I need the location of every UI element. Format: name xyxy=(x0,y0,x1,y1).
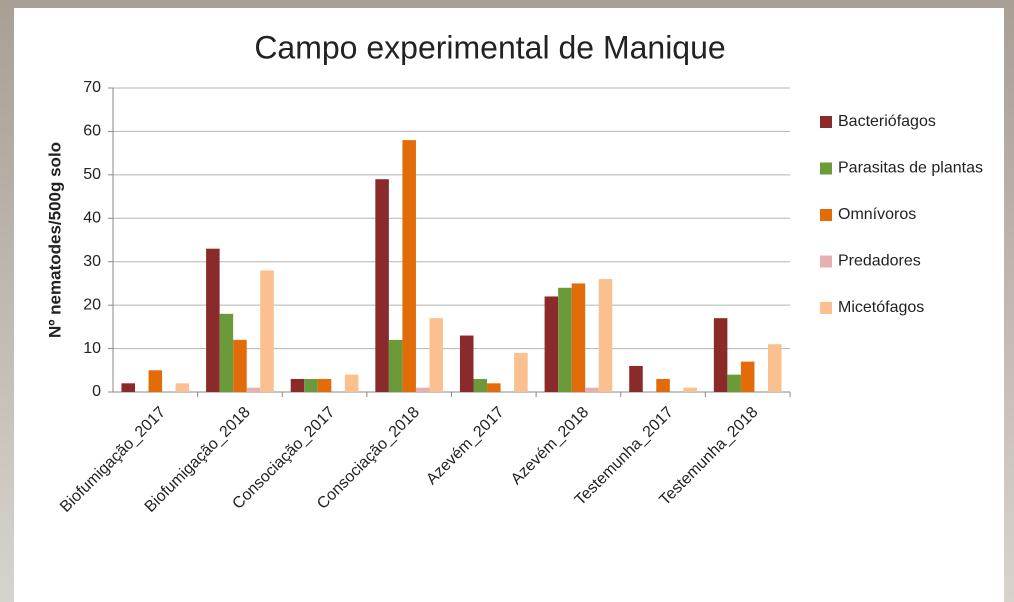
y-tick-label: 20 xyxy=(83,296,101,313)
bar xyxy=(388,339,403,392)
bar xyxy=(206,248,220,392)
y-tick-label: 70 xyxy=(83,79,101,96)
bar xyxy=(629,365,643,392)
bar xyxy=(598,279,613,392)
y-tick-label: 10 xyxy=(83,340,101,357)
legend-label: Bacteriófagos xyxy=(838,113,936,130)
legend-swatch xyxy=(820,302,832,314)
bar xyxy=(713,318,728,392)
legend-swatch xyxy=(820,162,832,175)
y-tick-label: 30 xyxy=(83,253,101,270)
bar xyxy=(683,387,697,392)
legend-swatch xyxy=(820,116,832,128)
y-tick-label: 60 xyxy=(83,123,101,140)
bar xyxy=(290,378,305,392)
bar xyxy=(219,313,234,392)
chart-title: Campo experimental de Manique xyxy=(254,29,725,65)
y-tick-label: 40 xyxy=(83,210,101,227)
bar xyxy=(304,378,318,392)
legend-label: Predadores xyxy=(838,253,921,270)
bar xyxy=(344,374,359,392)
y-tick-label: 50 xyxy=(83,166,101,183)
legend-label: Omnívoros xyxy=(838,206,916,223)
legend-swatch xyxy=(820,255,832,268)
bar xyxy=(558,287,572,392)
bar xyxy=(260,270,274,392)
y-tick-label: 0 xyxy=(92,383,101,400)
bar xyxy=(233,339,247,392)
bar xyxy=(487,383,501,392)
bar xyxy=(767,344,782,392)
bar xyxy=(317,378,332,392)
bar xyxy=(429,318,444,392)
bar xyxy=(246,387,261,392)
bar xyxy=(121,383,136,392)
bar xyxy=(415,387,430,392)
legend-label: Micetófagos xyxy=(838,299,924,316)
bar xyxy=(402,140,416,392)
bar xyxy=(514,352,528,392)
bar xyxy=(544,296,559,392)
bar xyxy=(740,361,755,392)
bar xyxy=(473,378,488,392)
bar xyxy=(148,370,163,392)
bar xyxy=(175,383,190,392)
bar xyxy=(727,374,741,392)
bar xyxy=(656,378,670,392)
y-axis-label: Nº nematodes/500g solo xyxy=(45,142,64,338)
legend-label: Parasitas de plantas xyxy=(838,160,983,177)
bar xyxy=(585,387,599,392)
legend-swatch xyxy=(820,209,832,221)
bar xyxy=(571,283,586,392)
bar xyxy=(459,335,474,392)
bar xyxy=(375,179,389,392)
